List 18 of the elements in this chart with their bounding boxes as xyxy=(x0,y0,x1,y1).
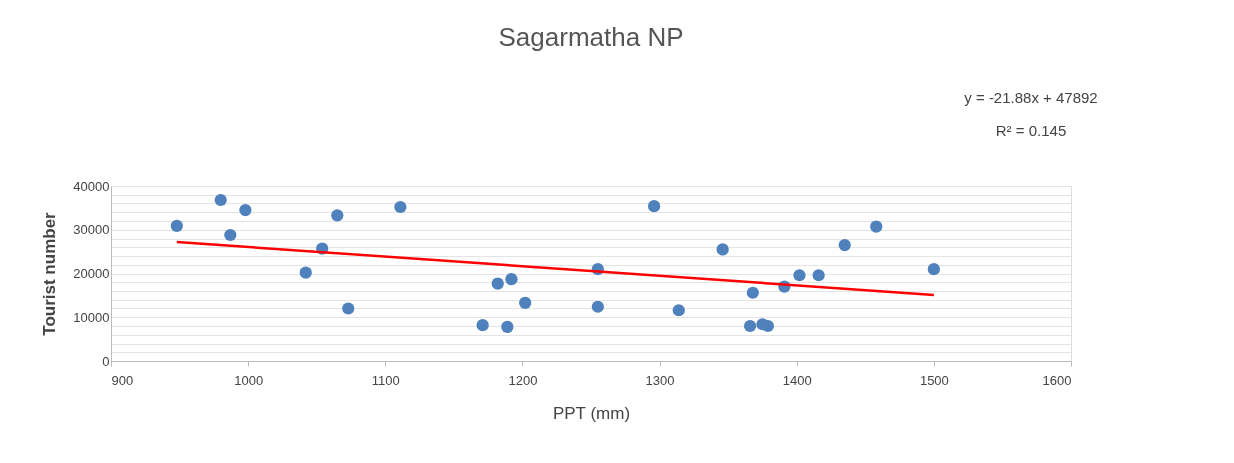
y-tick-label: 0 xyxy=(102,353,110,369)
x-tick-label: 1300 xyxy=(645,372,675,388)
y-tick-label: 20000 xyxy=(73,266,110,281)
y-tick-label: 30000 xyxy=(73,222,110,238)
x-tick-label: 1100 xyxy=(371,372,400,388)
y-tick-label: 40000 xyxy=(73,178,110,194)
x-tick-label: 900 xyxy=(111,372,134,388)
x-tick-label: 1400 xyxy=(782,372,812,388)
y-axis-title: Tourist number xyxy=(40,211,60,336)
y-tick-label: 10000 xyxy=(73,309,110,325)
x-tick-label: 1000 xyxy=(234,372,264,388)
x-tick-label: 1200 xyxy=(508,372,538,388)
text: y = -21.88x + 47892 xyxy=(964,89,1098,106)
x-axis-title: PPT (mm) xyxy=(552,403,631,423)
chart-title: Sagarmatha NP xyxy=(498,22,684,52)
x-tick-label: 1500 xyxy=(919,372,949,388)
text: R² = 0.145 xyxy=(995,122,1067,139)
x-tick-label: 1600 xyxy=(1042,372,1072,388)
